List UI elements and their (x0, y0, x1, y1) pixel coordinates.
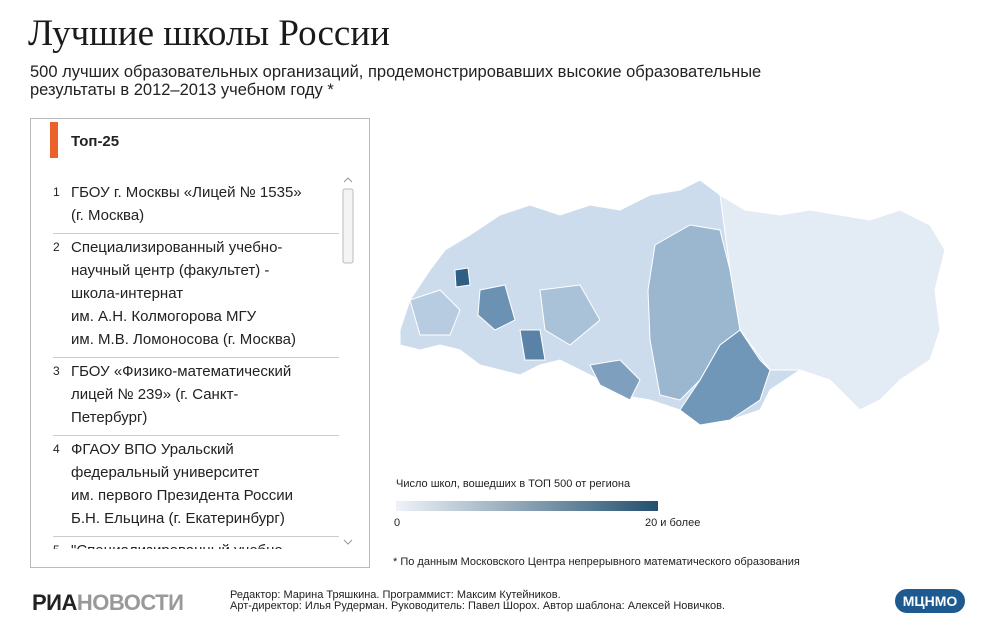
list-item[interactable]: 2 Специализированный учебно-научный центр… (53, 234, 339, 358)
item-line: Петербург) (71, 409, 148, 426)
region (719, 194, 946, 411)
school-list[interactable]: 1 ГБОУ г. Москвы «Лицей № 1535» (г. Москва… (53, 179, 339, 549)
legend-max: 20 и более (645, 517, 701, 529)
credits: Арт-директор: Илья Рудерман. Руководител… (230, 600, 726, 612)
item-line: ГБОУ г. Москвы «Лицей № 1535» (71, 184, 302, 201)
subtitle: 500 лучших образовательных организаций, … (30, 63, 762, 81)
partner-logo[interactable]: МЦНМО (895, 589, 965, 613)
item-line: школа-интернат (71, 285, 184, 302)
item-line: федеральный университет (71, 464, 260, 481)
region (409, 289, 461, 336)
panel-title: Топ-25 (71, 133, 120, 150)
logo-bold: РИА (32, 590, 77, 615)
region (454, 267, 471, 288)
rank: 3 (53, 364, 60, 378)
scrollbar[interactable] (340, 177, 356, 557)
list-item[interactable]: 1 ГБОУ г. Москвы «Лицей № 1535» (г. Москва… (53, 179, 339, 234)
region (589, 359, 641, 401)
top-panel: Топ-25 1 ГБОУ г. Москвы «Лицей № 1535» (г.… (30, 118, 370, 568)
scroll-up[interactable] (343, 177, 353, 183)
item-line: им. первого Президента России (71, 487, 294, 504)
item-line: ГБОУ «Физико-математический (71, 363, 292, 380)
region (539, 284, 601, 346)
legend-min: 0 (394, 517, 401, 529)
legend-bar (396, 501, 658, 511)
item-line: "Специализированный учебно- (71, 539, 339, 549)
scroll-down[interactable] (343, 539, 353, 545)
rank: 4 (53, 442, 60, 456)
list-item[interactable]: 5 "Специализированный учебно- (53, 537, 339, 549)
legend-title: Число школ, вошедших в ТОП 500 от регион… (396, 478, 631, 490)
logo-light: НОВОСТИ (76, 590, 184, 615)
item-line: (г. Москва) (71, 207, 145, 224)
rank: 1 (53, 185, 60, 199)
tab-marker (50, 122, 58, 158)
item-line: лицей № 239» (г. Санкт- (71, 386, 239, 403)
item-line: им. М.В. Ломоносова (г. Москва) (71, 331, 296, 348)
rank: 2 (53, 240, 60, 254)
rank: 5 (53, 539, 60, 549)
item-line: Б.Н. Ельцина (г. Екатеринбург) (71, 510, 285, 527)
scroll-thumb[interactable] (342, 188, 354, 264)
region (477, 284, 516, 331)
list-item[interactable]: 3 ГБОУ «Физико-математический лицей № 239»… (53, 358, 339, 436)
region (519, 329, 546, 361)
item-line: им. А.Н. Колмогорова МГУ (71, 308, 257, 325)
item-line: научный центр (факультет) - (71, 262, 270, 279)
item-line: Специализированный учебно- (71, 239, 283, 256)
credits: Редактор: Марина Тряшкина. Программист: … (230, 589, 561, 601)
item-line: ФГАОУ ВПО Уральский (71, 441, 234, 458)
footnote: * По данным Московского Центра непрерывн… (393, 556, 800, 568)
subtitle: результаты в 2012–2013 учебном году * (30, 81, 334, 99)
region (679, 329, 771, 426)
list-item[interactable]: 4 ФГАОУ ВПО Уральский федеральный универси… (53, 436, 339, 537)
ria-logo[interactable]: РИАНОВОСТИ (32, 590, 184, 616)
title: Лучшие школы России (28, 13, 390, 54)
